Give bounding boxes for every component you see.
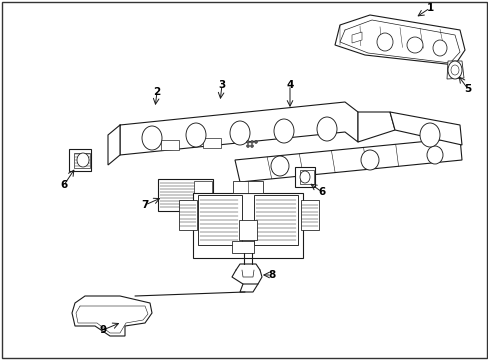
Ellipse shape (316, 117, 336, 141)
Ellipse shape (273, 119, 293, 143)
Text: 5: 5 (464, 84, 470, 94)
Ellipse shape (406, 37, 422, 53)
Bar (198, 195, 242, 245)
Bar (294, 167, 314, 187)
Ellipse shape (254, 140, 257, 144)
Ellipse shape (250, 140, 253, 144)
Bar (157, 179, 212, 211)
Ellipse shape (376, 33, 392, 51)
Polygon shape (334, 15, 464, 65)
Polygon shape (446, 61, 463, 79)
Polygon shape (180, 211, 190, 227)
Bar (193, 193, 303, 257)
Text: 9: 9 (99, 325, 106, 335)
Polygon shape (357, 112, 394, 142)
Polygon shape (72, 296, 152, 336)
Bar (203, 138, 221, 148)
Text: 6: 6 (60, 180, 67, 190)
Ellipse shape (229, 121, 249, 145)
Ellipse shape (419, 123, 439, 147)
Bar (74, 153, 90, 167)
Ellipse shape (250, 144, 253, 148)
Bar (69, 149, 91, 171)
Bar (232, 181, 263, 193)
Polygon shape (351, 32, 361, 43)
Bar (231, 241, 253, 253)
Text: 8: 8 (268, 270, 275, 280)
Text: 1: 1 (426, 3, 433, 13)
Ellipse shape (246, 144, 249, 148)
Polygon shape (108, 125, 120, 165)
Text: 7: 7 (141, 200, 148, 210)
Bar (179, 200, 197, 230)
Bar (161, 140, 179, 150)
Ellipse shape (270, 156, 288, 176)
Text: 6: 6 (318, 187, 325, 197)
Polygon shape (235, 138, 461, 182)
Ellipse shape (432, 40, 446, 56)
Ellipse shape (142, 126, 162, 150)
Text: 2: 2 (153, 87, 160, 97)
Polygon shape (389, 112, 461, 145)
Ellipse shape (426, 146, 442, 164)
Ellipse shape (77, 153, 89, 167)
Ellipse shape (185, 123, 205, 147)
Bar (253, 195, 297, 245)
Bar (299, 170, 313, 184)
Ellipse shape (246, 140, 249, 144)
Bar (239, 220, 257, 240)
Ellipse shape (299, 171, 309, 183)
Ellipse shape (447, 61, 461, 79)
Ellipse shape (360, 150, 378, 170)
Bar (301, 200, 318, 230)
Text: 4: 4 (286, 80, 293, 90)
Bar (194, 181, 212, 209)
Text: 3: 3 (218, 80, 225, 90)
